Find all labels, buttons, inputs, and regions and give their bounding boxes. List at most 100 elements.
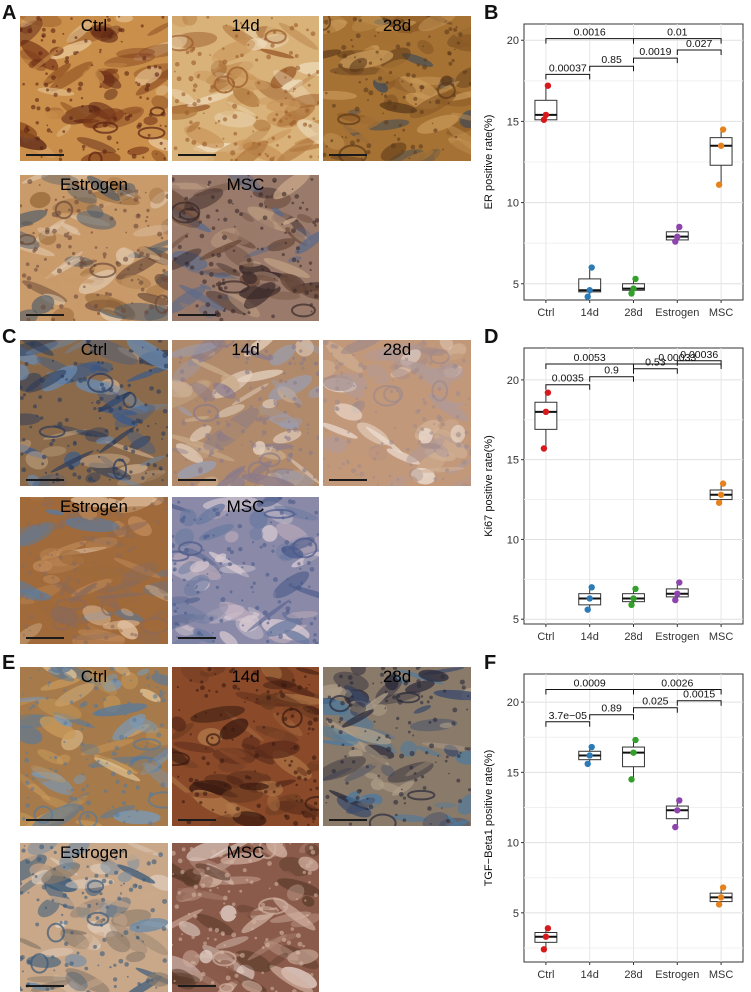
data-point: [672, 596, 679, 604]
bracket-line: [633, 368, 678, 374]
data-point: [544, 389, 552, 396]
y-tick-label: 20: [507, 375, 519, 387]
p-value-label: 0.0026: [661, 677, 693, 689]
chart-tgf-beta1-positive-rate: 5 10 15 20 TGF−Beta1 positive rate(%) Ctrl 14d…: [478, 668, 751, 988]
x-tick-label: 28d: [624, 969, 642, 981]
data-point: [586, 287, 593, 294]
tissue-texture: [172, 340, 319, 486]
bracket-line: [589, 714, 634, 720]
x-tick-label: MSC: [709, 631, 734, 643]
y-tick-label: 10: [507, 534, 519, 546]
p-value-label: 0.00037: [549, 62, 587, 74]
p-value-label: 0.027: [686, 38, 712, 50]
x-tick-label: MSC: [709, 969, 734, 981]
data-point: [586, 752, 593, 759]
bracket-line: [545, 384, 591, 390]
panel-letter-d: D: [484, 326, 499, 348]
comparison-bracket: 0.025: [633, 696, 678, 713]
data-point: [676, 223, 683, 231]
data-point: [717, 894, 725, 901]
x-tick-label: Estrogen: [655, 307, 699, 319]
comparison-bracket: 0.00036: [676, 349, 722, 366]
y-tick-label: 15: [507, 116, 519, 128]
micrograph-tgf-ctrl: Ctrl: [20, 667, 168, 826]
data-point: [632, 736, 639, 744]
p-value-label: 0.00036: [680, 349, 718, 361]
tissue-texture: [172, 175, 319, 321]
chart-ki67-positive-rate: 5 10 15 20 Ki67 positive rate(%) Ctrl 14d 28d Es…: [478, 342, 751, 650]
tissue-texture: [172, 497, 319, 644]
data-point: [717, 491, 725, 498]
data-point: [715, 181, 723, 188]
data-point: [584, 293, 591, 300]
data-point: [584, 606, 591, 613]
data-point: [540, 946, 548, 953]
tissue-texture: [20, 340, 168, 486]
comparison-bracket: 0.027: [676, 38, 722, 55]
p-value-label: 0.025: [642, 696, 668, 708]
y-tick-label: 10: [507, 838, 519, 850]
data-point: [628, 601, 635, 609]
scale-bar: [26, 154, 64, 156]
scale-bar: [26, 479, 64, 481]
data-point: [586, 595, 593, 602]
micrograph-ki67-estrogen: Estrogen: [20, 497, 168, 644]
bracket-line: [676, 700, 722, 706]
data-point: [628, 776, 635, 783]
comparison-bracket: 0.0026: [633, 677, 722, 695]
micrograph-er-28d: 28d: [323, 16, 471, 161]
x-tick-label: Estrogen: [655, 631, 699, 643]
scale-bar: [26, 314, 64, 316]
data-point: [672, 823, 679, 831]
micrograph-er-ctrl: Ctrl: [20, 16, 168, 161]
x-tick-label: 14d: [581, 307, 599, 319]
y-tick-label: 15: [507, 767, 519, 779]
panel-letter-f: F: [484, 652, 497, 674]
scale-bar: [178, 637, 216, 639]
data-point: [588, 743, 595, 751]
data-point: [676, 797, 683, 804]
data-point: [588, 264, 595, 271]
data-point: [542, 933, 550, 940]
comparison-bracket: 0.53: [633, 357, 678, 374]
data-point: [672, 238, 679, 245]
data-point: [719, 126, 727, 133]
y-tick-label: 15: [507, 455, 519, 467]
data-point: [540, 445, 548, 452]
data-point: [715, 901, 723, 908]
p-value-label: 0.0019: [639, 46, 671, 58]
x-tick-label: Ctrl: [537, 307, 554, 319]
scale-bar: [178, 479, 216, 481]
p-value-label: 3.7e−05: [549, 710, 587, 722]
p-value-label: 0.53: [645, 357, 666, 369]
x-tick-label: 14d: [581, 969, 599, 981]
panel-letter-c: C: [2, 326, 17, 348]
x-tick-label: 28d: [624, 631, 642, 643]
data-point: [630, 595, 637, 602]
p-value-label: 0.85: [601, 54, 622, 66]
p-value-label: 0.0053: [574, 352, 606, 364]
box-28d: [622, 740, 645, 780]
comparison-bracket: 3.7e−05: [545, 710, 591, 727]
scale-bar: [178, 985, 216, 987]
data-point: [715, 499, 723, 506]
comparison-bracket: 0.89: [589, 703, 634, 720]
scale-bar: [26, 985, 64, 987]
data-point: [540, 116, 548, 123]
micrograph-ki67-ctrl: Ctrl: [20, 340, 168, 486]
tissue-texture: [20, 667, 168, 826]
x-tick-label: Estrogen: [655, 969, 699, 981]
scale-bar: [178, 819, 216, 821]
y-tick-label: 5: [513, 614, 519, 626]
y-axis-label: Ki67 positive rate(%): [483, 435, 495, 537]
x-tick-label: 28d: [624, 307, 642, 319]
comparison-bracket: 0.0015: [676, 689, 722, 706]
comparison-bracket: 0.9: [589, 365, 634, 382]
p-value-label: 0.0009: [574, 677, 606, 689]
p-value-label: 0.01: [667, 27, 688, 39]
tissue-texture: [172, 667, 319, 826]
micrograph-tgf-estrogen: Estrogen: [20, 843, 168, 992]
micrograph-tgf-14d: 14d: [172, 667, 319, 826]
tissue-texture: [323, 340, 471, 486]
y-tick-label: 20: [507, 35, 519, 47]
